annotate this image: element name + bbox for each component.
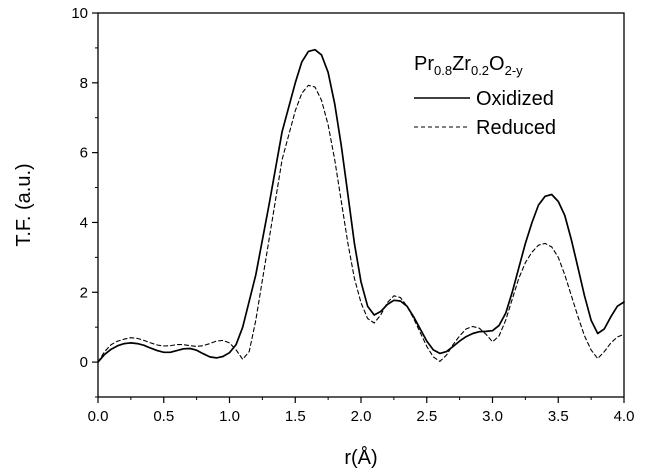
x-tick-label: 1.0: [219, 408, 240, 425]
x-tick-label: 1.5: [285, 408, 306, 425]
y-tick-label: 8: [80, 75, 88, 92]
y-tick-label: 4: [80, 214, 88, 231]
series-line-reduced: [97, 84, 625, 363]
legend-title-o: O: [489, 53, 505, 75]
y-tick-label: 6: [80, 145, 88, 162]
y-axis-title: T.F. (a.u.): [13, 163, 35, 246]
y-tick-label: 10: [71, 5, 88, 22]
x-tick-label: 4.0: [614, 408, 635, 425]
legend-title: Pr0.8Zr0.2O2-y: [414, 53, 523, 78]
y-axis-ticks: 0 2 4 6 8 10: [71, 5, 98, 398]
x-tick-label: 2.0: [351, 408, 372, 425]
legend-label-reduced: Reduced: [476, 117, 556, 139]
x-tick-label: 2.5: [416, 408, 437, 425]
x-axis-ticks: 0.0 0.5 1.0 1.5 2.0 2.5 3.0 3.5 4.0: [88, 397, 635, 425]
y-tick-label: 0: [80, 354, 88, 371]
legend-title-sub-1: 0.8: [434, 63, 452, 78]
legend-title-sub-2: 0.2: [471, 63, 489, 78]
x-tick-label: 0.0: [88, 408, 109, 425]
plot-area: [97, 12, 625, 398]
legend-title-pr: Pr: [414, 53, 434, 75]
x-axis-title: r(Å): [344, 446, 377, 469]
plot-frame: [97, 12, 625, 398]
x-tick-label: 0.5: [153, 408, 174, 425]
series-line-oxidized: [97, 48, 625, 363]
x-tick-label: 3.0: [482, 408, 503, 425]
x-tick-label: 3.5: [548, 408, 569, 425]
legend-title-zr: Zr: [452, 53, 471, 75]
legend-label-oxidized: Oxidized: [476, 88, 554, 110]
legend: Pr0.8Zr0.2O2-y Oxidized Reduced: [414, 53, 556, 139]
legend-title-sub-3: 2-y: [505, 63, 524, 78]
y-tick-label: 2: [80, 284, 88, 301]
series-layer: [97, 48, 625, 363]
